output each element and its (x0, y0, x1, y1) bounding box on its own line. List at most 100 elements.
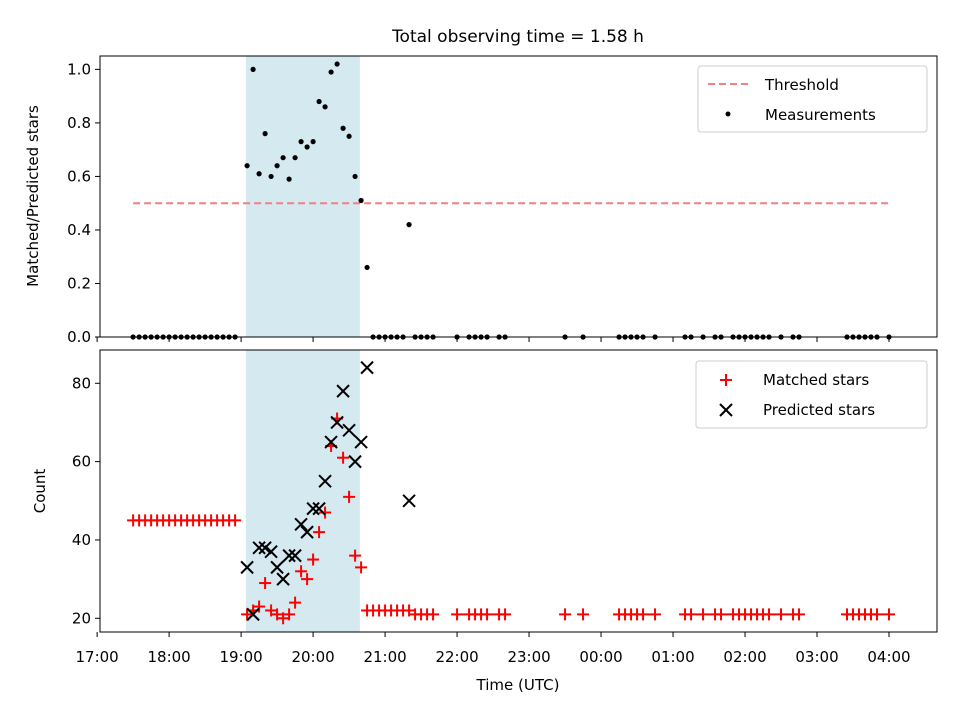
predicted-point (252, 541, 266, 555)
measurement-point (358, 197, 364, 204)
legend-measurements-label: Measurements (765, 106, 876, 124)
bottom-legend: Matched stars Predicted stars (695, 360, 928, 429)
matched-point (307, 553, 320, 566)
top-panel: 0.0 0.2 0.4 0.6 0.8 1.0 Matched/Predicted sta… (24, 55, 938, 346)
measurement-point (364, 264, 370, 271)
bottom-legend-box (695, 360, 928, 429)
measurement-point (298, 139, 304, 145)
measurement-point (280, 155, 286, 161)
matched-point (871, 608, 884, 621)
legend-predicted-swatch (719, 403, 733, 417)
x-tick-label: 03:00 (795, 648, 838, 666)
bottom-y-tick-label: 60 (72, 453, 91, 471)
matched-point (685, 608, 698, 621)
measurement-point (286, 176, 292, 182)
predicted-point (330, 415, 344, 430)
predicted-point (276, 572, 290, 586)
matched-point (715, 608, 728, 621)
predicted-point (312, 501, 326, 516)
top-y-tick-label: 0.6 (67, 167, 91, 185)
matched-point (775, 608, 788, 621)
x-tick-label: 17:00 (76, 648, 119, 666)
matched-point (451, 608, 464, 621)
x-tick-label: 19:00 (219, 648, 262, 666)
measurement-point (250, 66, 256, 72)
predicted-point (270, 560, 284, 575)
predicted-point (282, 548, 296, 563)
x-tick-label: 01:00 (651, 648, 694, 666)
measurement-point (334, 61, 340, 67)
top-y-tick-label: 0.4 (67, 221, 91, 239)
matched-point (763, 608, 776, 621)
top-shaded-band (245, 56, 360, 337)
measurement-point (292, 155, 298, 161)
matched-point (883, 608, 896, 621)
predicted-point (294, 517, 308, 531)
x-tick-label: 21:00 (363, 648, 406, 666)
measurement-point (322, 104, 328, 110)
predicted-point (354, 435, 368, 449)
measurement-point (346, 133, 352, 139)
x-axis-label: Time (UTC) (476, 676, 560, 694)
bottom-y-tick-label: 20 (72, 609, 91, 627)
matched-point (229, 514, 242, 527)
measurement-point (304, 144, 310, 150)
predicted-point (342, 423, 356, 437)
bottom-panel: 20 40 60 80 17:00 18:00 19:00 20:00 21:00 22:00 2… (31, 349, 938, 694)
matched-point (253, 600, 266, 613)
matched-series (127, 412, 896, 625)
predicted-point (318, 474, 332, 488)
bottom-y-tick-label: 40 (72, 531, 91, 549)
measurement-point (316, 98, 322, 105)
x-tick-label: 20:00 (291, 648, 334, 666)
measurement-point (244, 163, 250, 169)
x-tick-label: 02:00 (723, 648, 766, 666)
legend-matched-swatch (720, 374, 732, 386)
top-legend: Threshold Measurements (697, 65, 928, 133)
predicted-point (288, 548, 302, 563)
matched-point (319, 506, 332, 519)
matched-point (283, 608, 296, 621)
legend-measurements-swatch (725, 111, 731, 117)
predicted-point (300, 525, 314, 539)
x-tick-label: 18:00 (147, 648, 190, 666)
matched-point (481, 608, 494, 621)
matched-point (289, 596, 302, 609)
predicted-point (336, 384, 350, 398)
matched-point (649, 608, 662, 621)
matched-point (313, 526, 326, 539)
top-y-tick-label: 0.0 (67, 328, 91, 346)
x-tick-label: 00:00 (579, 648, 622, 666)
x-tick-label: 23:00 (507, 648, 550, 666)
matched-point (301, 573, 314, 586)
legend-predicted-label: Predicted stars (763, 401, 875, 419)
measurement-point (262, 131, 268, 137)
top-y-axis-label: Matched/Predicted stars (24, 105, 42, 287)
measurement-point (256, 171, 262, 177)
predicted-point (240, 560, 254, 575)
top-legend-box (697, 65, 928, 133)
legend-matched-label: Matched stars (763, 371, 869, 389)
matched-point (637, 608, 650, 621)
matched-point (577, 608, 590, 621)
measurement-point (274, 163, 280, 169)
predicted-point (348, 454, 362, 469)
matched-point (793, 608, 806, 621)
top-y-axis: 0.0 0.2 0.4 0.6 0.8 1.0 (67, 60, 100, 346)
matched-point (355, 561, 368, 574)
matched-point (499, 608, 512, 621)
predicted-point (324, 435, 338, 449)
measurement-point (352, 173, 358, 180)
matched-point (559, 608, 572, 621)
measurement-point (340, 125, 346, 131)
predicted-point (246, 607, 260, 622)
bottom-plot-frame (99, 349, 938, 633)
predicted-point (402, 494, 416, 508)
bottom-x-axis: 17:00 18:00 19:00 20:00 21:00 22:00 23:00 00:00… (76, 632, 911, 666)
top-y-tick-label: 0.2 (67, 274, 91, 292)
matched-point (349, 549, 362, 562)
predicted-point (306, 501, 320, 516)
predicted-point (264, 545, 278, 559)
x-tick-label: 22:00 (435, 648, 478, 666)
matched-point (295, 565, 308, 578)
